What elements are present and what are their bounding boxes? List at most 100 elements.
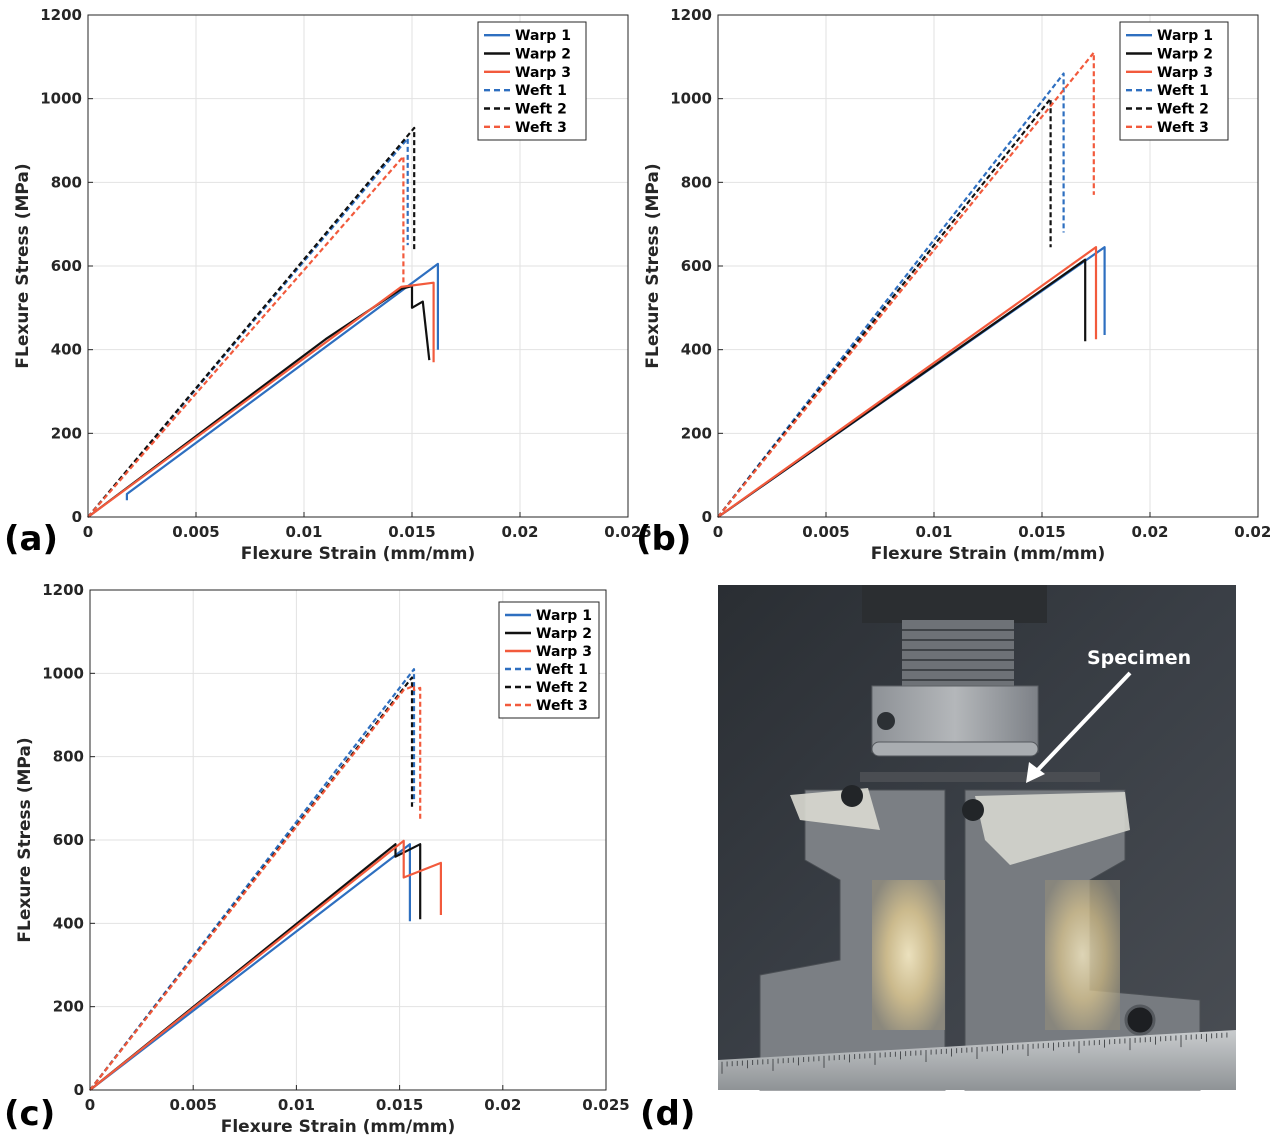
x-tick-label: 0.005 [802, 523, 849, 541]
loading-pin-head [877, 712, 895, 730]
chart-panel-a: 0 0.005 0.01 0.015 0.02 0.025 0 200 400 600 800 100… [4, 6, 652, 564]
legend-entry: Warp 2 [515, 47, 571, 63]
y-tick-label: 600 [681, 257, 712, 275]
series-line-warp-1 [89, 843, 411, 1091]
y-tick-label: 200 [51, 424, 82, 442]
right-tape [975, 792, 1130, 865]
x-tick-label: 0.025 [604, 523, 651, 541]
legend-entry: Weft 1 [1157, 83, 1209, 99]
threaded-rod [902, 620, 1014, 690]
legend: Warp 1 Warp 2 Warp 3 Weft 1 Weft 2 Weft 3 [477, 21, 587, 141]
series-line-warp-2 [89, 843, 422, 1091]
y-tick-label: 1200 [670, 6, 712, 24]
x-tick-label: 0 [85, 1096, 95, 1114]
y-tick-label: 800 [53, 748, 84, 766]
series-line-weft-3 [89, 684, 422, 1091]
series-line-warp-2 [717, 258, 1087, 518]
x-axis-label: Flexure Strain (mm/mm) [241, 544, 476, 564]
x-tick-label: 0.02 [484, 1096, 521, 1114]
panel-label-d: (d) [640, 1094, 695, 1134]
base-bolt-hole [1124, 1004, 1156, 1036]
y-tick-label: 200 [53, 998, 84, 1016]
x-tick-label: 0.01 [915, 523, 952, 541]
legend-entry: Warp 2 [1157, 47, 1213, 63]
y-tick-label: 400 [681, 341, 712, 359]
series-line-weft-1 [89, 668, 416, 1091]
legend-box [1119, 21, 1229, 141]
measuring-ruler [718, 1030, 1236, 1090]
legend-entry: Warp 3 [515, 65, 571, 81]
y-tick-label: 1000 [42, 664, 84, 682]
y-axis-label: FLexure Stress (MPa) [643, 163, 663, 368]
series-line-warp-1 [125, 262, 439, 501]
y-tick-label: 1000 [40, 90, 82, 108]
x-tick-label: 0.015 [1018, 523, 1065, 541]
legend-entry: Warp 1 [515, 28, 571, 44]
y-tick-label: 200 [681, 424, 712, 442]
legend-entry: Warp 1 [1157, 28, 1213, 44]
x-tick-label: 0.025 [582, 1096, 629, 1114]
right-roller-head [962, 799, 984, 821]
loading-block [871, 685, 1039, 753]
y-tick-label: 1000 [670, 90, 712, 108]
legend-box [498, 601, 600, 719]
legend-entry: Weft 3 [1157, 120, 1209, 136]
series-line-weft-3 [87, 155, 405, 518]
x-tick-label: 0.01 [285, 523, 322, 541]
x-tick-label: 0 [713, 523, 723, 541]
specimen-bar [860, 772, 1100, 782]
x-tick-label: 0.005 [169, 1096, 216, 1114]
rod-threads [902, 629, 1014, 681]
x-tick-label: 0.015 [388, 523, 435, 541]
x-tick-label: 0.005 [172, 523, 219, 541]
panel-label: (c) [4, 1094, 55, 1134]
y-tick-label: 1200 [42, 581, 84, 599]
legend: Warp 1 Warp 2 Warp 3 Weft 1 Weft 2 Weft 3 [498, 601, 600, 719]
x-tick-label: 0.015 [376, 1096, 423, 1114]
specimen-arrow-line [1030, 671, 1132, 778]
y-tick-label: 600 [53, 831, 84, 849]
ruler-ticks [721, 1032, 1228, 1074]
right-support-glow [1045, 880, 1120, 1030]
panel-label: (b) [636, 519, 691, 559]
y-axis-label: FLexure Stress (MPa) [15, 737, 35, 942]
load-cell [862, 585, 1047, 623]
photo-panel-d: Specimen (d) [640, 585, 1236, 1134]
x-tick-label: 0.02 [1131, 523, 1168, 541]
legend-entry: Warp 1 [536, 608, 592, 624]
series-line-warp-3 [87, 281, 435, 518]
legend-entry: Weft 2 [536, 680, 588, 696]
chart-panel-c: 0 0.005 0.01 0.015 0.02 0.025 0 200 400 600 800 100… [4, 581, 630, 1137]
y-tick-label: 0 [72, 508, 82, 526]
left-roller-head [841, 785, 863, 807]
x-axis-label: Flexure Strain (mm/mm) [221, 1117, 456, 1137]
legend-entry: Weft 1 [536, 662, 588, 678]
legend-entry: Weft 2 [1157, 102, 1209, 118]
y-tick-label: 800 [681, 173, 712, 191]
legend-entry: Weft 1 [515, 83, 567, 99]
specimen-arrow-head [1026, 762, 1045, 783]
legend-entry: Weft 2 [515, 102, 567, 118]
legend: Warp 1 Warp 2 Warp 3 Weft 1 Weft 2 Weft 3 [1119, 21, 1229, 141]
series-line-weft-3 [717, 51, 1095, 518]
x-tick-label: 0.025 [1234, 523, 1270, 541]
y-tick-label: 0 [74, 1081, 84, 1099]
series-line-warp-3 [717, 246, 1098, 518]
series-line-weft-2 [717, 97, 1052, 518]
legend-entry: Warp 2 [536, 626, 592, 642]
legend-entry: Warp 3 [1157, 65, 1213, 81]
y-tick-label: 800 [51, 173, 82, 191]
x-tick-label: 0.02 [501, 523, 538, 541]
legend-entry: Warp 3 [536, 644, 592, 660]
x-axis-label: Flexure Strain (mm/mm) [871, 544, 1106, 564]
series-line-weft-2 [87, 126, 416, 518]
specimen-annotation: Specimen [1087, 647, 1191, 669]
left-support-glow [872, 880, 945, 1030]
legend-box [477, 21, 587, 141]
series-line-weft-1 [717, 72, 1065, 518]
loading-pin [871, 741, 1039, 757]
series-line-warp-3 [89, 839, 442, 1091]
y-tick-label: 600 [51, 257, 82, 275]
legend-entry: Weft 3 [536, 698, 588, 714]
